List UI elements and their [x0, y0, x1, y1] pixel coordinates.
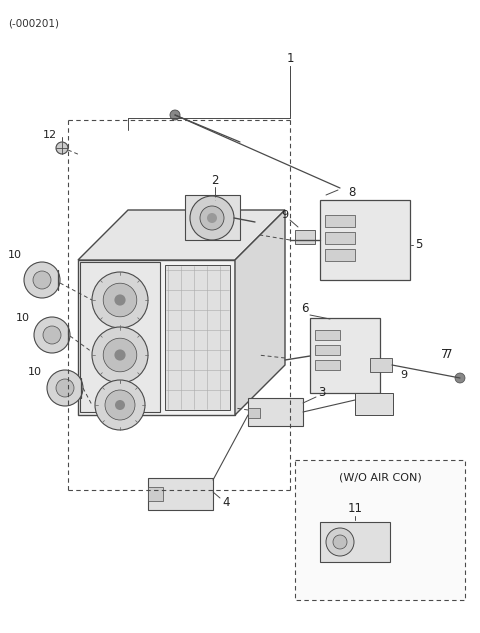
- Bar: [370, 358, 392, 372]
- Text: 1: 1: [286, 51, 294, 65]
- Circle shape: [56, 379, 74, 397]
- Bar: [185, 195, 240, 240]
- Bar: [315, 345, 340, 355]
- Text: 10: 10: [28, 367, 42, 377]
- Circle shape: [24, 262, 60, 298]
- Circle shape: [105, 390, 135, 420]
- Bar: [325, 249, 355, 261]
- Text: 11: 11: [348, 501, 362, 515]
- Circle shape: [92, 272, 148, 328]
- Text: 7: 7: [441, 349, 449, 361]
- Text: 10: 10: [8, 250, 22, 260]
- Circle shape: [333, 535, 347, 549]
- Text: (W/O AIR CON): (W/O AIR CON): [338, 473, 421, 483]
- Circle shape: [103, 338, 137, 372]
- Text: 3: 3: [318, 387, 325, 399]
- Bar: [80, 262, 160, 412]
- Circle shape: [92, 327, 148, 383]
- Text: 10: 10: [16, 313, 30, 323]
- Circle shape: [95, 380, 145, 430]
- Bar: [315, 360, 340, 370]
- Text: 9: 9: [400, 370, 407, 380]
- Bar: [315, 330, 340, 340]
- Text: 12: 12: [43, 130, 57, 140]
- Circle shape: [103, 283, 137, 316]
- Circle shape: [326, 528, 354, 556]
- Bar: [295, 230, 315, 244]
- Circle shape: [114, 349, 126, 361]
- Bar: [295, 460, 465, 600]
- Circle shape: [56, 142, 68, 154]
- Text: 8: 8: [348, 185, 355, 199]
- Polygon shape: [235, 210, 285, 415]
- Circle shape: [115, 400, 125, 410]
- Text: 7: 7: [445, 349, 453, 361]
- Circle shape: [455, 373, 465, 383]
- Text: (-000201): (-000201): [8, 18, 59, 28]
- Bar: [320, 522, 390, 562]
- Bar: [355, 393, 393, 415]
- Text: 5: 5: [415, 239, 422, 251]
- Text: 2: 2: [211, 173, 219, 187]
- Circle shape: [190, 196, 234, 240]
- Bar: [310, 318, 380, 393]
- Bar: [320, 200, 410, 280]
- Circle shape: [43, 326, 61, 344]
- Polygon shape: [78, 210, 285, 260]
- Circle shape: [33, 271, 51, 289]
- Text: 4: 4: [222, 496, 229, 508]
- Text: 6: 6: [301, 301, 309, 315]
- Circle shape: [114, 294, 126, 306]
- Bar: [248, 408, 260, 418]
- Circle shape: [170, 110, 180, 120]
- Bar: [148, 478, 213, 510]
- Circle shape: [200, 206, 224, 230]
- Bar: [325, 215, 355, 227]
- Bar: [325, 232, 355, 244]
- Text: 9: 9: [281, 210, 288, 220]
- Bar: [165, 265, 230, 410]
- Polygon shape: [78, 260, 235, 415]
- Bar: [248, 398, 303, 426]
- Circle shape: [207, 213, 217, 223]
- Circle shape: [47, 370, 83, 406]
- Bar: [148, 487, 163, 501]
- Circle shape: [34, 317, 70, 353]
